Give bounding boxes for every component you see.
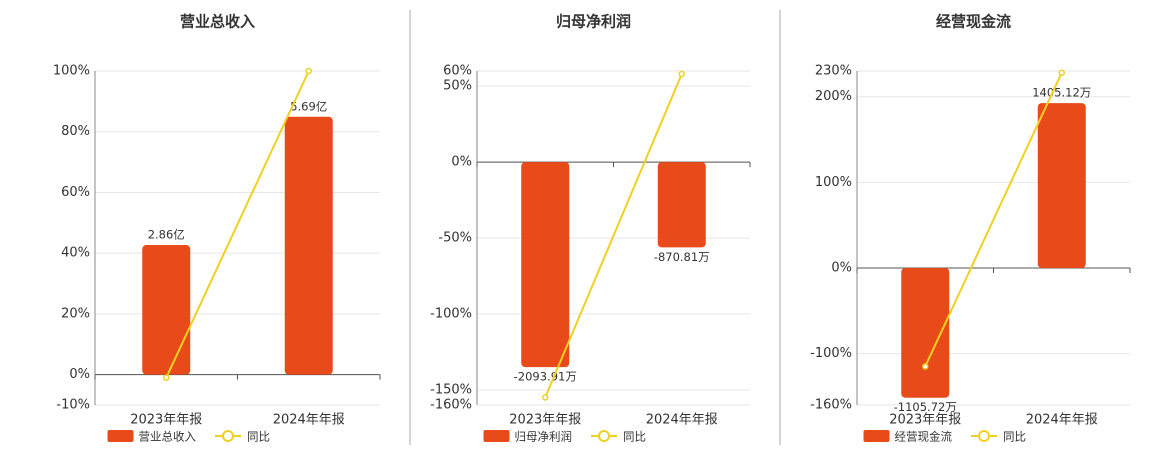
value-label: -2093.91万 xyxy=(514,370,577,384)
value-label: -1105.72万 xyxy=(894,400,957,414)
line xyxy=(544,73,683,398)
line xyxy=(924,72,1063,367)
legend-label: 同比 xyxy=(247,430,270,444)
legend-point xyxy=(222,430,234,442)
value-label: 5.69亿 xyxy=(290,99,327,113)
value-label: -870.81万 xyxy=(654,250,710,264)
x-tick-label: 2023年年报 xyxy=(509,413,581,428)
legend-swatch xyxy=(863,430,890,442)
line-point xyxy=(678,70,685,78)
legend-label: 归母净利润 xyxy=(515,430,573,444)
y-tick-label: 100% xyxy=(815,175,852,190)
y-tick-label: 80% xyxy=(61,124,90,139)
line-point xyxy=(922,363,929,370)
y-tick-label: -160% xyxy=(430,398,472,413)
legend-swatch xyxy=(107,430,134,442)
bar xyxy=(284,116,333,375)
chart-title: 经营现金流 xyxy=(936,13,1011,31)
y-tick-label: -150% xyxy=(430,382,472,397)
bar xyxy=(901,267,950,398)
y-tick-label: -50% xyxy=(438,231,472,246)
x-tick-label: 2024年年报 xyxy=(1026,413,1098,428)
y-tick-label: 40% xyxy=(61,246,90,261)
line-point xyxy=(163,374,170,381)
legend-point xyxy=(598,430,610,442)
chart-title: 营业总收入 xyxy=(180,13,255,31)
y-tick-label: 0% xyxy=(69,367,90,382)
legend-label: 营业总收入 xyxy=(139,430,197,444)
y-tick-label: 0% xyxy=(451,155,472,170)
value-label: 1405.12万 xyxy=(1032,86,1091,100)
legend-swatch xyxy=(483,430,510,442)
line-point xyxy=(542,394,549,401)
x-tick-label: 2024年年报 xyxy=(273,413,345,428)
legend-label: 同比 xyxy=(1003,430,1026,444)
y-tick-label: 0% xyxy=(831,260,852,275)
y-tick-label: 50% xyxy=(443,79,472,94)
y-tick-label: 230% xyxy=(815,64,852,79)
line-point xyxy=(1058,69,1065,76)
chart-title: 归母净利润 xyxy=(556,13,631,31)
legend-label: 经营现金流 xyxy=(895,430,953,444)
y-tick-label: -100% xyxy=(810,346,852,361)
y-tick-label: -10% xyxy=(56,398,90,413)
x-tick-label: 2023年年报 xyxy=(130,413,202,428)
bar xyxy=(521,162,570,368)
legend-label: 同比 xyxy=(623,430,646,444)
line xyxy=(165,70,310,379)
bar xyxy=(657,162,706,248)
y-tick-label: -160% xyxy=(810,398,852,413)
bar xyxy=(142,245,191,375)
x-tick-label: 2024年年报 xyxy=(646,413,718,428)
bar xyxy=(1037,103,1086,268)
y-tick-label: 20% xyxy=(61,306,90,321)
y-tick-label: 60% xyxy=(443,64,472,79)
y-tick-label: 200% xyxy=(815,89,852,104)
value-label: 2.86亿 xyxy=(148,228,185,242)
y-tick-label: 100% xyxy=(53,64,90,79)
y-tick-label: -100% xyxy=(430,306,472,321)
x-tick-label: 2023年年报 xyxy=(889,413,961,428)
legend-point xyxy=(978,430,990,442)
line-point xyxy=(305,67,312,75)
y-tick-label: 60% xyxy=(61,185,90,200)
